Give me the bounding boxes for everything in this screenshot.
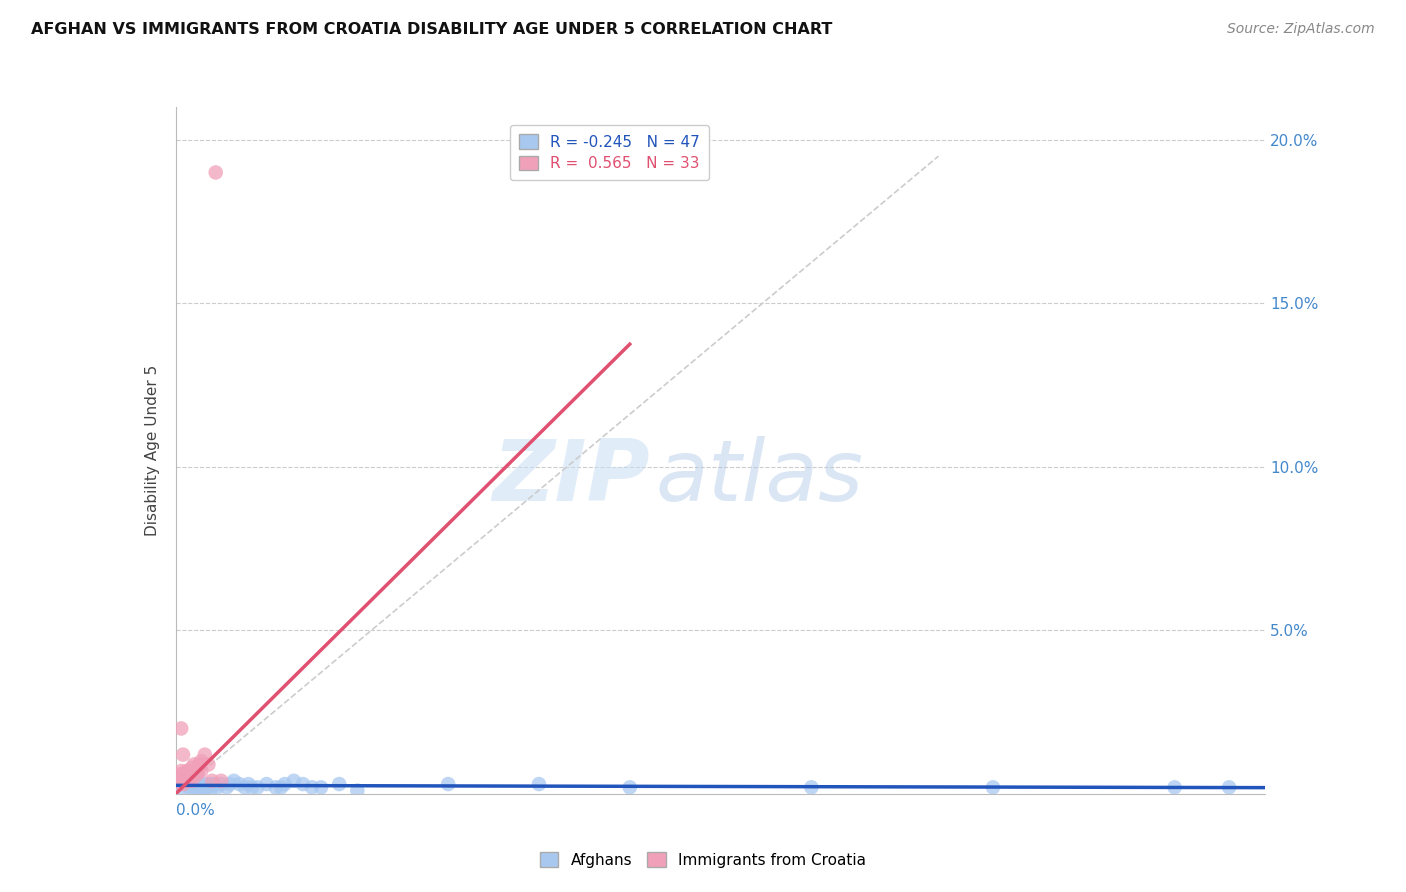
Point [233, 780, 256, 795]
Point [181, 773, 204, 788]
Text: 0.0%: 0.0% [176, 803, 215, 818]
Point [186, 767, 209, 781]
Point [170, 771, 193, 785]
Point [527, 777, 550, 791]
Y-axis label: Disability Age Under 5: Disability Age Under 5 [145, 365, 160, 536]
Point [186, 777, 209, 791]
Point [177, 764, 200, 778]
Point [173, 773, 195, 788]
Legend: Afghans, Immigrants from Croatia: Afghans, Immigrants from Croatia [534, 846, 872, 873]
Point [191, 783, 214, 797]
Point [190, 777, 212, 791]
Text: atlas: atlas [655, 436, 863, 519]
Text: ZIP: ZIP [492, 436, 650, 519]
Point [184, 764, 207, 778]
Point [283, 773, 305, 788]
Point [172, 777, 194, 791]
Point [176, 767, 198, 781]
Point [173, 773, 195, 788]
Point [166, 771, 188, 785]
Point [1218, 780, 1240, 795]
Point [240, 780, 263, 795]
Point [190, 764, 212, 778]
Point [183, 757, 205, 772]
Point [222, 773, 245, 788]
Point [291, 777, 314, 791]
Point [176, 777, 198, 791]
Point [219, 777, 242, 791]
Point [170, 764, 193, 778]
Point [270, 780, 292, 795]
Point [274, 777, 297, 791]
Point [204, 165, 226, 179]
Point [1163, 780, 1185, 795]
Point [301, 780, 323, 795]
Point [183, 767, 205, 781]
Point [246, 780, 269, 795]
Point [346, 783, 368, 797]
Point [186, 764, 209, 778]
Point [177, 773, 200, 788]
Point [169, 773, 191, 788]
Point [166, 777, 188, 791]
Point [228, 777, 250, 791]
Point [188, 780, 211, 795]
Point [190, 754, 212, 768]
Point [264, 780, 287, 795]
Point [195, 777, 218, 791]
Point [981, 780, 1004, 795]
Point [207, 780, 229, 795]
Point [800, 780, 823, 795]
Point [200, 777, 222, 791]
Point [173, 767, 195, 781]
Point [170, 722, 193, 736]
Point [201, 773, 224, 788]
Point [179, 767, 201, 781]
Point [172, 771, 194, 785]
Point [238, 777, 260, 791]
Point [183, 777, 205, 791]
Point [256, 777, 278, 791]
Point [194, 747, 217, 762]
Point [170, 780, 193, 795]
Point [328, 777, 350, 791]
Point [181, 761, 204, 775]
Point [181, 783, 204, 797]
Point [309, 780, 332, 795]
Point [197, 780, 219, 795]
Point [169, 777, 191, 791]
Point [209, 773, 232, 788]
Point [437, 777, 460, 791]
Point [194, 780, 217, 795]
Point [619, 780, 641, 795]
Point [179, 771, 201, 785]
Point [172, 747, 194, 762]
Point [188, 757, 211, 772]
Text: Source: ZipAtlas.com: Source: ZipAtlas.com [1227, 22, 1375, 37]
Point [209, 777, 232, 791]
Point [169, 767, 191, 781]
Legend: R = -0.245   N = 47, R =  0.565   N = 33: R = -0.245 N = 47, R = 0.565 N = 33 [510, 125, 709, 180]
Point [184, 780, 207, 795]
Point [215, 780, 238, 795]
Point [176, 764, 198, 778]
Text: AFGHAN VS IMMIGRANTS FROM CROATIA DISABILITY AGE UNDER 5 CORRELATION CHART: AFGHAN VS IMMIGRANTS FROM CROATIA DISABI… [31, 22, 832, 37]
Point [183, 773, 205, 788]
Point [201, 780, 224, 795]
Point [197, 757, 219, 772]
Point [177, 780, 200, 795]
Point [202, 777, 225, 791]
Point [179, 777, 201, 791]
